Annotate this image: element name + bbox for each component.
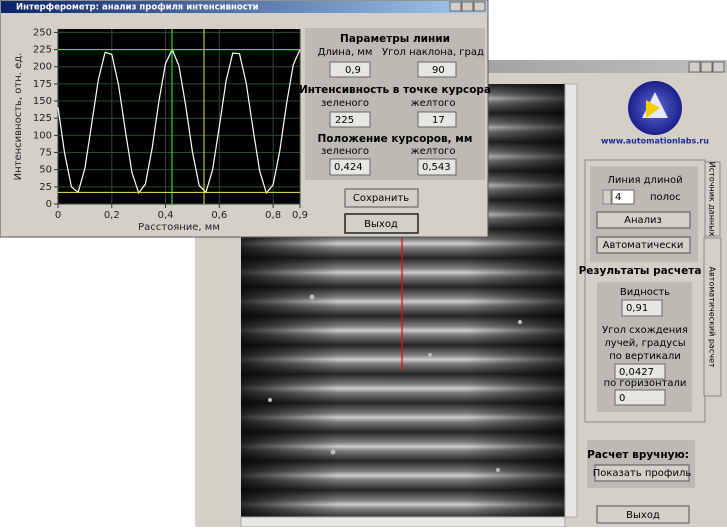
y-tick-label: 150 bbox=[33, 96, 52, 107]
button-label[interactable]: Сохранить bbox=[353, 193, 409, 204]
plot-area bbox=[58, 29, 300, 204]
button-label[interactable]: Выход bbox=[626, 510, 660, 521]
button-label[interactable]: Выход bbox=[364, 219, 398, 230]
y-tick-label: 25 bbox=[39, 182, 52, 193]
page: {"front_window":{"title":"Интерферометр:… bbox=[0, 0, 727, 527]
y-axis-label: Интенсивность, отн. ед. bbox=[13, 53, 24, 181]
x-tick-label: 0 bbox=[55, 210, 61, 221]
tab-source-label[interactable]: Источник данных bbox=[708, 162, 717, 237]
x-tick-label: 0,4 bbox=[158, 210, 174, 221]
window-title: Интерферометр: анализ профиля интенсивно… bbox=[16, 3, 259, 13]
maximize[interactable] bbox=[701, 62, 712, 72]
value: 0 bbox=[619, 393, 625, 404]
label: зеленого bbox=[321, 98, 369, 109]
section-title: Параметры линии bbox=[340, 33, 450, 45]
x-axis-label: Расстояние, мм bbox=[138, 222, 220, 233]
label: Видность bbox=[620, 287, 670, 298]
value: 90 bbox=[432, 65, 445, 76]
main-window-controls[interactable] bbox=[689, 62, 724, 72]
y-tick-label: 0 bbox=[46, 199, 52, 210]
minimize[interactable] bbox=[689, 62, 700, 72]
label: Угол схождения bbox=[602, 325, 688, 336]
value[interactable]: 4 bbox=[615, 192, 621, 203]
value: 0,0427 bbox=[619, 367, 654, 378]
value: 0,9 bbox=[345, 65, 361, 76]
tab-auto-label[interactable]: Автоматический расчет bbox=[708, 266, 717, 367]
label: желтого bbox=[411, 98, 456, 109]
y-tick-label: 250 bbox=[33, 27, 52, 38]
y-tick-label: 125 bbox=[33, 113, 52, 124]
close[interactable] bbox=[474, 2, 485, 11]
label: полос bbox=[650, 192, 681, 203]
label: желтого bbox=[411, 146, 456, 157]
section-title: Расчет вручную: bbox=[587, 449, 689, 461]
y-tick-label: 75 bbox=[39, 148, 52, 159]
section-title: Интенсивность в точке курсора bbox=[299, 84, 491, 96]
label: по горизонтали bbox=[604, 378, 687, 389]
v-scrollbar[interactable] bbox=[565, 84, 577, 517]
spinner[interactable] bbox=[603, 190, 611, 204]
label: по вертикали bbox=[609, 351, 681, 362]
profile-window: Интерферометр: анализ профиля интенсивно… bbox=[0, 0, 491, 237]
site[interactable]: www.automationlabs.ru bbox=[601, 137, 709, 146]
screen: www.automationlabs.ru Источник данных Ав… bbox=[0, 0, 727, 527]
button-label[interactable]: Показать профиль bbox=[593, 468, 692, 479]
label: Линия длиной bbox=[607, 175, 682, 186]
close[interactable] bbox=[713, 62, 724, 72]
value: 225 bbox=[335, 115, 354, 126]
section-title: Результаты расчета bbox=[579, 265, 702, 277]
minimize[interactable] bbox=[450, 2, 461, 11]
value: 0,424 bbox=[334, 162, 363, 173]
button-label[interactable]: Автоматически bbox=[603, 240, 684, 251]
y-tick-label: 200 bbox=[33, 62, 52, 73]
y-tick-label: 175 bbox=[33, 79, 52, 90]
label: Длина, мм bbox=[318, 47, 373, 58]
maximize[interactable] bbox=[462, 2, 473, 11]
x-tick-label: 0,9 bbox=[292, 210, 308, 221]
y-tick-label: 50 bbox=[39, 165, 52, 176]
label: лучей, градусы bbox=[604, 338, 685, 349]
h-scrollbar[interactable] bbox=[241, 517, 565, 527]
y-tick-label: 225 bbox=[33, 45, 52, 56]
label: зеленого bbox=[321, 146, 369, 157]
button-label[interactable]: Анализ bbox=[624, 215, 662, 226]
x-tick-label: 0,2 bbox=[104, 210, 120, 221]
y-tick-label: 100 bbox=[33, 130, 52, 141]
value: 17 bbox=[432, 115, 445, 126]
value: 0,543 bbox=[422, 162, 451, 173]
section-title: Положение курсоров, мм bbox=[318, 133, 473, 145]
value: 0,91 bbox=[626, 303, 648, 314]
x-tick-label: 0,6 bbox=[211, 210, 227, 221]
window-controls[interactable] bbox=[450, 2, 485, 11]
x-tick-label: 0,8 bbox=[265, 210, 281, 221]
label: Угол наклона, град bbox=[382, 47, 484, 58]
